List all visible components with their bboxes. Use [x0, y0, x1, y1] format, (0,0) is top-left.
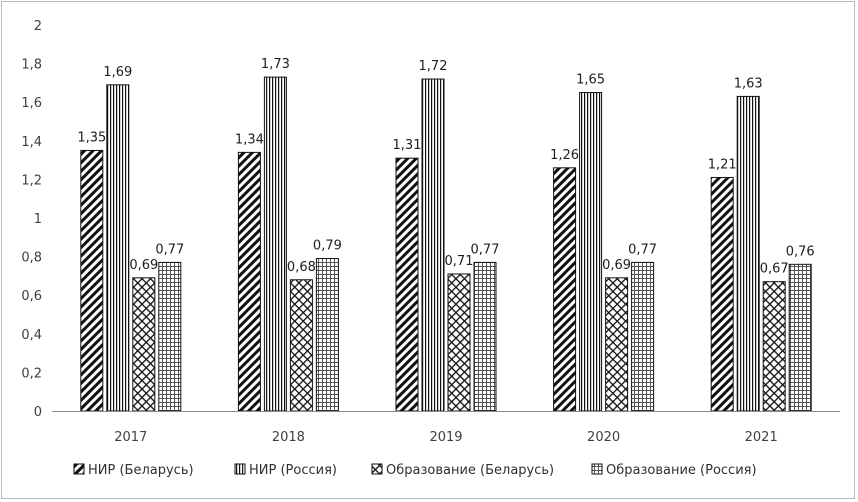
y-tick-label: 1,8 [21, 58, 42, 73]
data-label: 0,77 [628, 242, 657, 257]
y-tick-label: 1 [34, 212, 42, 227]
bar-diagonal-2017 [80, 149, 104, 412]
x-tick-label: 2017 [114, 430, 147, 445]
data-label: 0,76 [786, 244, 815, 259]
legend-label: Образование (Беларусь) [386, 463, 554, 478]
bar-diagonal-2018 [237, 151, 261, 412]
bar-grid-2019 [473, 261, 497, 412]
data-label: 1,72 [419, 59, 448, 74]
data-label: 0,77 [155, 242, 184, 257]
data-label: 0,68 [287, 260, 316, 275]
data-label: 1,21 [708, 157, 737, 172]
y-tick-label: 0,2 [21, 366, 42, 381]
legend: НИР (Беларусь) НИР (Россия) Образование (Б… [73, 463, 757, 478]
legend-swatch-diagonal [73, 463, 85, 475]
bar-crosshatch-2017 [132, 277, 156, 412]
x-tick-label: 2018 [272, 430, 305, 445]
bar-grid-2020 [631, 261, 655, 412]
legend-label: НИР (Россия) [249, 463, 337, 478]
bar-grid-2018 [315, 258, 339, 412]
bar-diagonal-2019 [395, 157, 419, 412]
y-tick-label: 0,4 [21, 328, 42, 343]
y-axis-tick-labels: 0 0,2 0,4 0,6 0,8 1 1,2 1,4 1,6 1,8 2 [21, 19, 42, 420]
bar-vertical-2019 [421, 78, 445, 412]
data-label: 0,79 [313, 239, 342, 254]
data-label: 0,69 [602, 258, 631, 273]
data-label: 1,65 [576, 73, 605, 88]
data-label: 1,35 [77, 130, 106, 145]
x-tick-label: 2021 [745, 430, 778, 445]
data-label: 0,67 [760, 262, 789, 277]
data-label: 1,31 [393, 138, 422, 153]
x-axis-tick-labels: 2017 2018 2019 2020 2021 [114, 430, 777, 445]
x-tick-label: 2019 [429, 430, 462, 445]
legend-label: Образование (Россия) [606, 463, 757, 478]
y-tick-label: 0,8 [21, 251, 42, 266]
y-tick-label: 0 [34, 405, 42, 420]
bar-diagonal-2021 [710, 176, 734, 412]
data-label: 1,73 [261, 57, 290, 72]
legend-label: НИР (Беларусь) [88, 463, 194, 478]
bar-crosshatch-2021 [762, 281, 786, 412]
bars-group [80, 76, 812, 412]
y-tick-label: 1,4 [21, 135, 42, 150]
data-labels-group: 1,351,690,690,771,341,730,680,791,311,72… [77, 57, 814, 277]
legend-swatch-vertical [234, 463, 246, 475]
bar-vertical-2021 [736, 95, 760, 412]
data-label: 0,69 [129, 258, 158, 273]
bar-crosshatch-2020 [605, 277, 629, 412]
bar-grid-2017 [158, 261, 182, 412]
legend-swatch-crosshatch [371, 463, 383, 475]
data-label: 1,69 [103, 65, 132, 80]
bar-crosshatch-2019 [447, 273, 471, 412]
bar-vertical-2018 [263, 76, 287, 412]
data-label: 1,63 [734, 76, 763, 91]
y-tick-label: 2 [34, 19, 42, 34]
data-label: 0,77 [471, 242, 500, 257]
legend-swatch-grid [591, 463, 603, 475]
bar-vertical-2020 [579, 92, 603, 412]
bar-crosshatch-2018 [289, 279, 313, 412]
data-label: 1,26 [550, 148, 579, 163]
data-label: 0,71 [445, 254, 474, 269]
bar-diagonal-2020 [553, 167, 577, 412]
bar-grid-2021 [788, 263, 812, 412]
data-label: 1,34 [235, 132, 264, 147]
y-tick-label: 1,6 [21, 96, 42, 111]
y-tick-label: 1,2 [21, 173, 42, 188]
bar-vertical-2017 [106, 84, 130, 412]
y-tick-label: 0,6 [21, 289, 42, 304]
x-tick-label: 2020 [587, 430, 620, 445]
